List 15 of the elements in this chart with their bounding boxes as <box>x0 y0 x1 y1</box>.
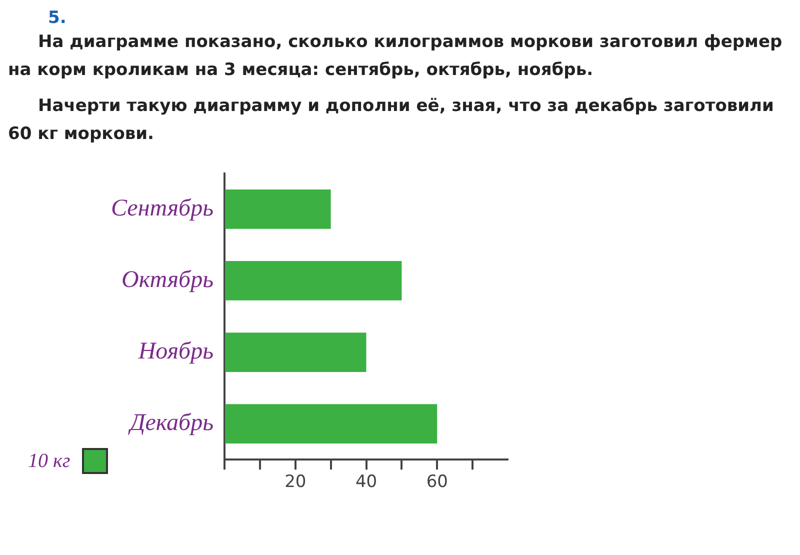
bar <box>225 261 402 300</box>
bar <box>225 190 331 229</box>
x-tick-label: 20 <box>284 472 306 492</box>
x-tick-label: 60 <box>426 472 448 492</box>
y-tick-label: Октябрь <box>121 267 214 294</box>
y-tick-label: Ноябрь <box>137 338 214 365</box>
chart-title: На диаграмме показано, сколько килограммов моркови заготовил фермер на корм кроликам на 3 месяца: сентябрь, октябрь, ноябрь. <box>8 31 784 82</box>
text: 5. <box>48 8 68 28</box>
chart-subtitle: Начерти такую диаграмму и дополни её, зная, что за декабрь заготовили 60 кг моркови. <box>8 95 775 146</box>
bar <box>225 404 438 444</box>
text: 10 кг <box>28 450 70 472</box>
y-tick-label: Сентябрь <box>110 195 214 222</box>
bar <box>225 332 366 372</box>
y-tick-label: Декабрь <box>128 410 214 436</box>
x-tick-label: 40 <box>355 472 378 492</box>
